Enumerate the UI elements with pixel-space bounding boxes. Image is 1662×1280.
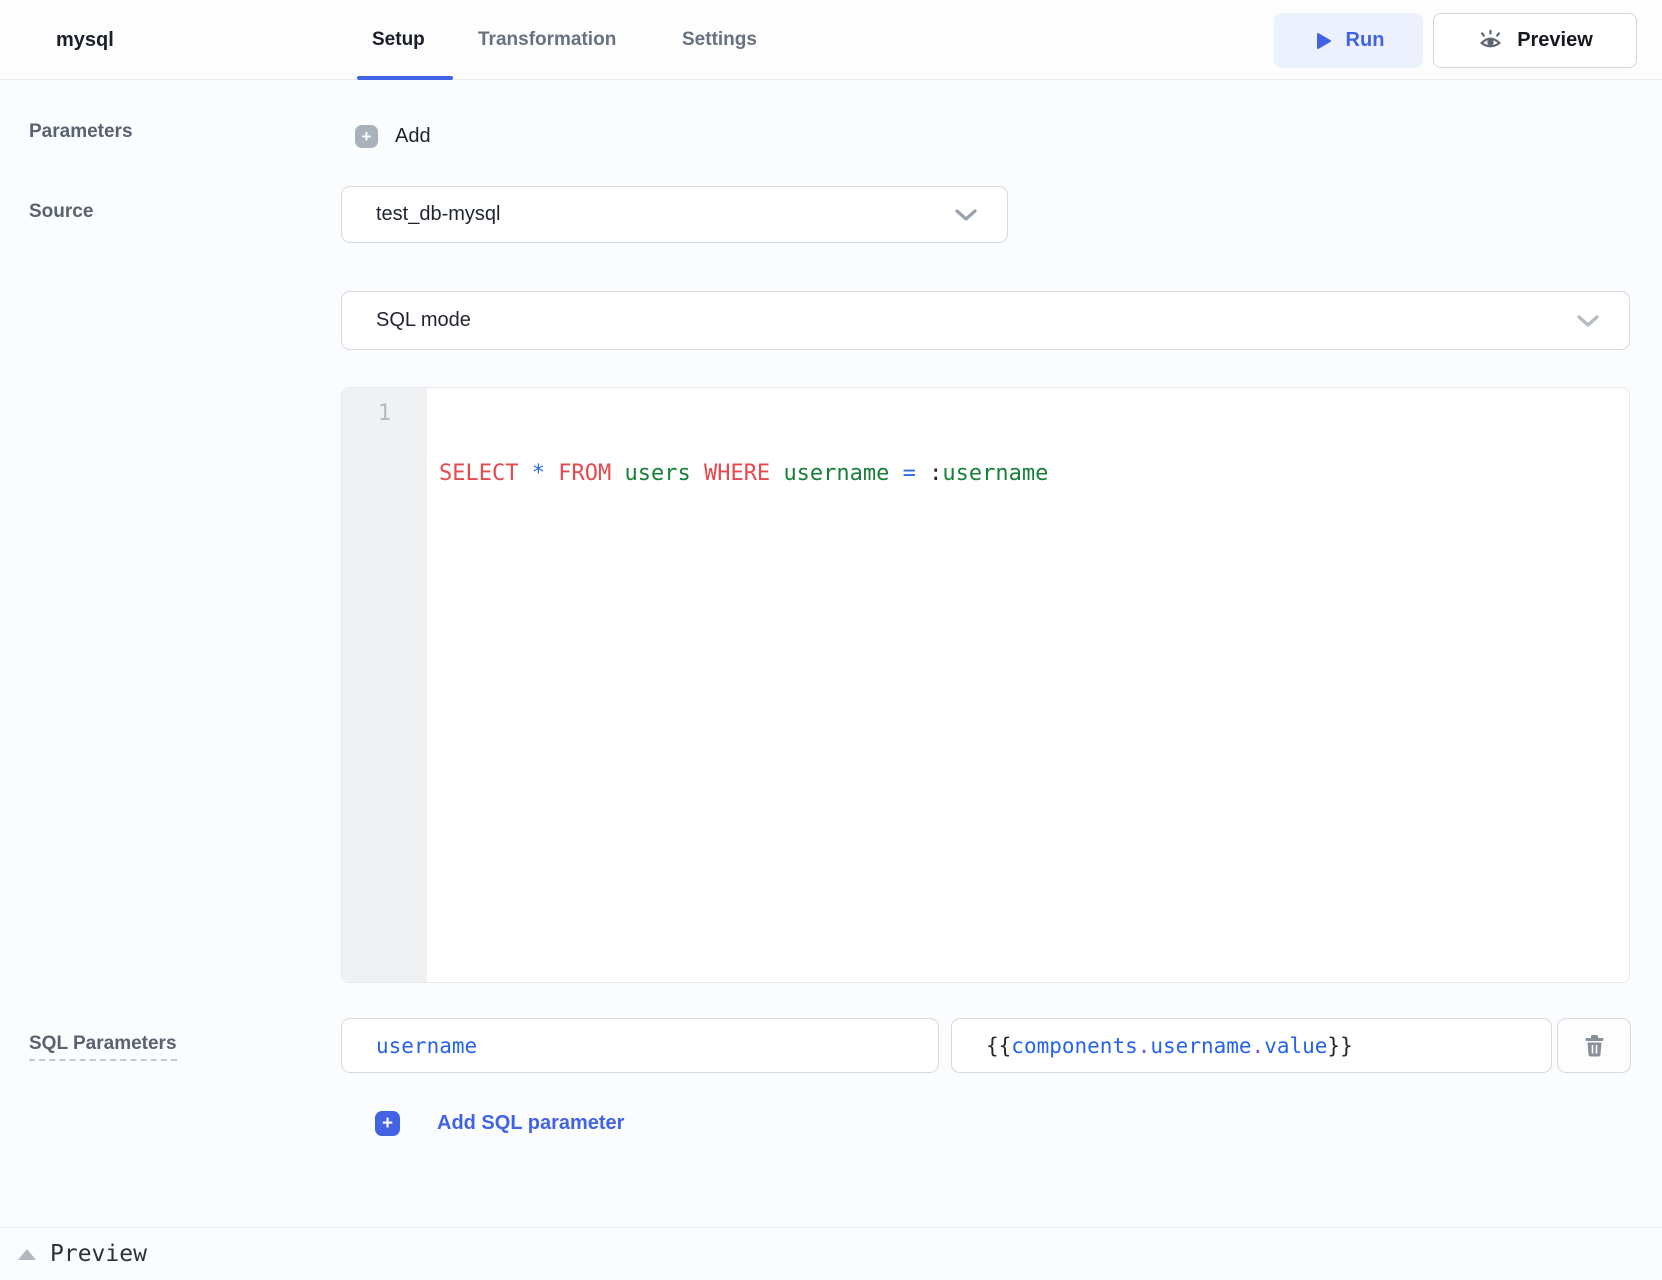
active-tab-underline (357, 76, 453, 80)
chevron-down-icon (953, 207, 979, 223)
sql-mode-select[interactable]: SQL mode (341, 291, 1630, 350)
preview-button-label: Preview (1517, 29, 1593, 51)
add-parameter-button[interactable]: + Add (355, 122, 431, 150)
delete-sql-parameter-button[interactable] (1557, 1018, 1631, 1073)
preview-panel-label: Preview (50, 1241, 147, 1267)
run-button[interactable]: Run (1274, 13, 1423, 68)
editor-code-area[interactable]: SELECT * FROM users WHERE username = :us… (427, 388, 1629, 982)
add-sql-parameter-label: Add SQL parameter (437, 1111, 625, 1134)
sql-code-editor[interactable]: 1 SELECT * FROM users WHERE username = :… (341, 387, 1630, 983)
eye-icon (1477, 27, 1504, 54)
play-icon (1313, 31, 1333, 51)
chevron-down-icon (1575, 313, 1601, 329)
footer-divider (0, 1227, 1662, 1228)
plus-icon: + (375, 1110, 400, 1136)
source-label: Source (29, 201, 94, 222)
query-title: mysql (56, 28, 114, 51)
code-line: SELECT * FROM users WHERE username = :us… (439, 461, 1049, 486)
plus-icon: + (355, 124, 378, 148)
preview-button[interactable]: Preview (1433, 13, 1637, 68)
sql-mode-select-value: SQL mode (376, 309, 471, 331)
parameters-label: Parameters (29, 121, 133, 142)
run-button-label: Run (1345, 29, 1385, 51)
line-number: 1 (377, 401, 392, 426)
add-parameter-label: Add (395, 124, 431, 147)
add-sql-parameter-button[interactable]: + Add SQL parameter (375, 1108, 624, 1138)
tab-settings[interactable]: Settings (682, 29, 757, 50)
tab-transformation[interactable]: Transformation (478, 29, 617, 50)
source-select-value: test_db-mysql (376, 203, 501, 225)
editor-gutter: 1 (342, 388, 427, 982)
collapse-triangle-icon (18, 1248, 36, 1260)
sql-parameter-key-input[interactable]: username (341, 1018, 939, 1073)
sql-parameters-label: SQL Parameters (29, 1033, 177, 1061)
preview-panel-toggle[interactable]: Preview (0, 1228, 1662, 1280)
query-editor-header: mysql Setup Transformation Settings Run … (0, 0, 1662, 80)
sql-parameter-value-tokens: {{components.username.value}} (986, 1033, 1353, 1058)
trash-icon (1583, 1033, 1606, 1058)
source-select[interactable]: test_db-mysql (341, 186, 1008, 243)
tab-setup[interactable]: Setup (372, 29, 425, 50)
sql-parameter-value-input[interactable]: {{components.username.value}} (951, 1018, 1552, 1073)
sql-parameter-key-value: username (376, 1033, 478, 1058)
